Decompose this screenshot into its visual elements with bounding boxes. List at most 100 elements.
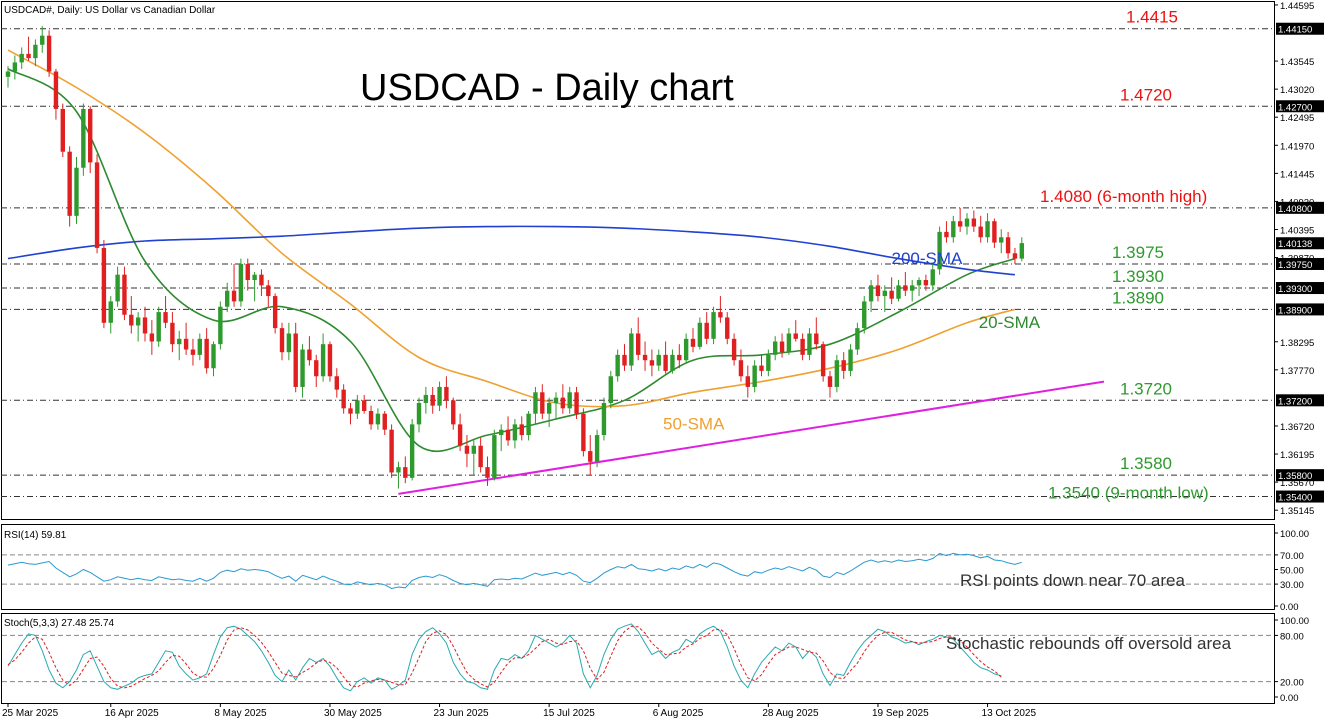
price-label-highlight: 1.38900 — [1276, 303, 1324, 316]
candle-body — [375, 413, 381, 425]
candle-body — [615, 354, 620, 377]
candlestick — [293, 322, 298, 393]
price-label-highlight: 1.40800 — [1276, 201, 1324, 215]
candle-body — [218, 306, 223, 345]
candle-body — [800, 338, 805, 355]
candle-body — [567, 392, 572, 409]
price-label-box — [1276, 469, 1324, 482]
candle-body — [423, 394, 429, 403]
candlestick — [540, 384, 545, 420]
candlestick — [553, 392, 559, 420]
price-tick-label: 1.38900 — [1278, 305, 1312, 316]
level-label: 1.4415 — [1126, 8, 1178, 27]
price-tick-label: 1.35145 — [1280, 506, 1314, 517]
price-tick-label: 1.36720 — [1280, 422, 1314, 433]
candlestick — [656, 349, 661, 371]
candle-body — [663, 354, 668, 371]
candlestick — [129, 296, 134, 334]
candle-body — [300, 349, 305, 387]
price-label-box — [1276, 490, 1324, 503]
candle-body — [526, 413, 531, 436]
candle-body — [971, 218, 977, 227]
candle-body — [820, 344, 826, 377]
candle-body — [471, 445, 476, 454]
candle-body — [923, 280, 929, 286]
candle-body — [862, 301, 867, 329]
price-label-highlight: 1.40138 — [1276, 237, 1324, 250]
candle-body — [992, 221, 997, 243]
candlestick — [1012, 247, 1018, 264]
candle-body — [457, 424, 463, 446]
candlestick — [416, 397, 422, 433]
candle-body — [636, 333, 641, 355]
candlestick — [341, 384, 346, 414]
date-tick-label: 28 Aug 2025 — [762, 708, 819, 719]
candlestick — [149, 320, 155, 355]
rsi-panel-frame — [1, 524, 1275, 610]
candlestick — [944, 221, 949, 243]
candlestick — [88, 106, 93, 174]
date-tick-label: 6 Aug 2025 — [653, 708, 704, 719]
price-tick-label: 1.44595 — [1280, 1, 1314, 12]
candle-body — [1005, 237, 1011, 254]
level-labels-layer: 1.4415 1.4720 1.4080 (6-month high) 1.3975 1… — [1040, 8, 1209, 503]
candlestick — [231, 263, 237, 307]
candlesticks-layer — [5, 26, 1024, 489]
candlestick — [862, 296, 867, 334]
candlestick — [101, 239, 107, 329]
candlestick — [882, 285, 887, 313]
candlestick — [992, 218, 997, 248]
candle-body — [978, 226, 983, 238]
price-tick-label: 1.42495 — [1280, 113, 1314, 124]
candle-body — [889, 290, 894, 299]
candlestick — [451, 397, 456, 430]
candlestick — [827, 370, 833, 398]
candlestick — [444, 376, 449, 409]
candle-body — [451, 400, 456, 425]
candle-body — [314, 360, 319, 377]
candlestick — [204, 328, 209, 374]
candle-body — [355, 400, 360, 414]
candle-body — [67, 151, 72, 216]
level-label: 1.4720 — [1120, 85, 1172, 104]
candlestick — [245, 258, 250, 291]
candlestick — [759, 354, 764, 377]
candlestick — [307, 336, 312, 366]
candlestick — [704, 312, 709, 345]
200-sma-line — [7, 225, 1015, 276]
candle-body — [690, 338, 696, 347]
price-label-highlight: 1.39300 — [1276, 282, 1324, 295]
candle-body — [499, 429, 504, 436]
price-tick-label: 1.35670 — [1280, 478, 1314, 489]
candlestick — [211, 341, 216, 377]
candle-body — [108, 301, 113, 323]
candlestick — [910, 280, 915, 302]
stoch-tick-label: 0.00 — [1280, 693, 1299, 704]
candlestick — [615, 349, 620, 382]
price-label-highlight: 1.42700 — [1276, 100, 1324, 113]
candle-body — [759, 365, 764, 371]
candle-body — [882, 290, 887, 297]
candle-body — [293, 333, 298, 387]
candle-body — [930, 269, 935, 286]
candle-body — [5, 71, 11, 77]
candlestick — [190, 338, 196, 366]
price-tick-label: 1.44150 — [1278, 25, 1312, 36]
candle-body — [766, 354, 771, 371]
candlestick — [690, 328, 696, 353]
candlestick — [999, 229, 1004, 254]
candle-body — [752, 365, 757, 387]
candle-body — [259, 274, 264, 286]
candlestick — [834, 354, 840, 393]
candle-body — [478, 445, 483, 468]
candlestick — [683, 333, 689, 363]
candlestick — [40, 26, 45, 53]
candlestick — [499, 424, 504, 452]
candle-body — [540, 392, 545, 414]
candlestick — [142, 306, 148, 342]
candlestick — [903, 271, 908, 297]
candlestick — [5, 66, 11, 88]
candlestick — [1005, 231, 1011, 259]
candlestick — [786, 328, 792, 355]
rsi-tick-label: 100.00 — [1280, 529, 1309, 540]
